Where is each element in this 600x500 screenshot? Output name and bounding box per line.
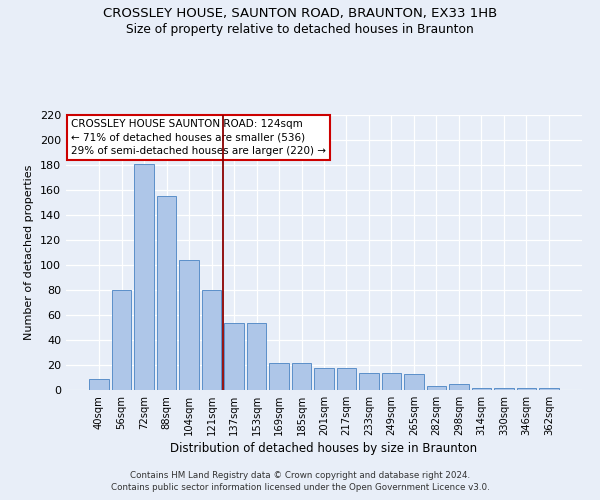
Bar xyxy=(112,290,131,390)
Text: Contains HM Land Registry data © Crown copyright and database right 2024.
Contai: Contains HM Land Registry data © Crown c… xyxy=(110,471,490,492)
Bar xyxy=(427,386,446,390)
Bar xyxy=(314,368,334,390)
Bar xyxy=(382,372,401,390)
Text: CROSSLEY HOUSE, SAUNTON ROAD, BRAUNTON, EX33 1HB: CROSSLEY HOUSE, SAUNTON ROAD, BRAUNTON, … xyxy=(103,8,497,20)
Bar xyxy=(89,379,109,390)
Bar xyxy=(157,196,176,390)
Text: Size of property relative to detached houses in Braunton: Size of property relative to detached ho… xyxy=(126,22,474,36)
Bar xyxy=(179,260,199,390)
Text: CROSSLEY HOUSE SAUNTON ROAD: 124sqm
← 71% of detached houses are smaller (536)
2: CROSSLEY HOUSE SAUNTON ROAD: 124sqm ← 71… xyxy=(71,119,326,156)
Bar xyxy=(472,388,491,390)
Bar xyxy=(517,388,536,390)
Bar xyxy=(337,368,356,390)
Bar xyxy=(404,374,424,390)
Bar xyxy=(494,388,514,390)
Bar xyxy=(247,322,266,390)
Bar xyxy=(292,362,311,390)
Bar xyxy=(269,362,289,390)
Bar xyxy=(539,388,559,390)
Bar xyxy=(449,384,469,390)
X-axis label: Distribution of detached houses by size in Braunton: Distribution of detached houses by size … xyxy=(170,442,478,455)
Bar xyxy=(202,290,221,390)
Bar xyxy=(134,164,154,390)
Bar xyxy=(224,322,244,390)
Y-axis label: Number of detached properties: Number of detached properties xyxy=(25,165,34,340)
Bar xyxy=(359,372,379,390)
